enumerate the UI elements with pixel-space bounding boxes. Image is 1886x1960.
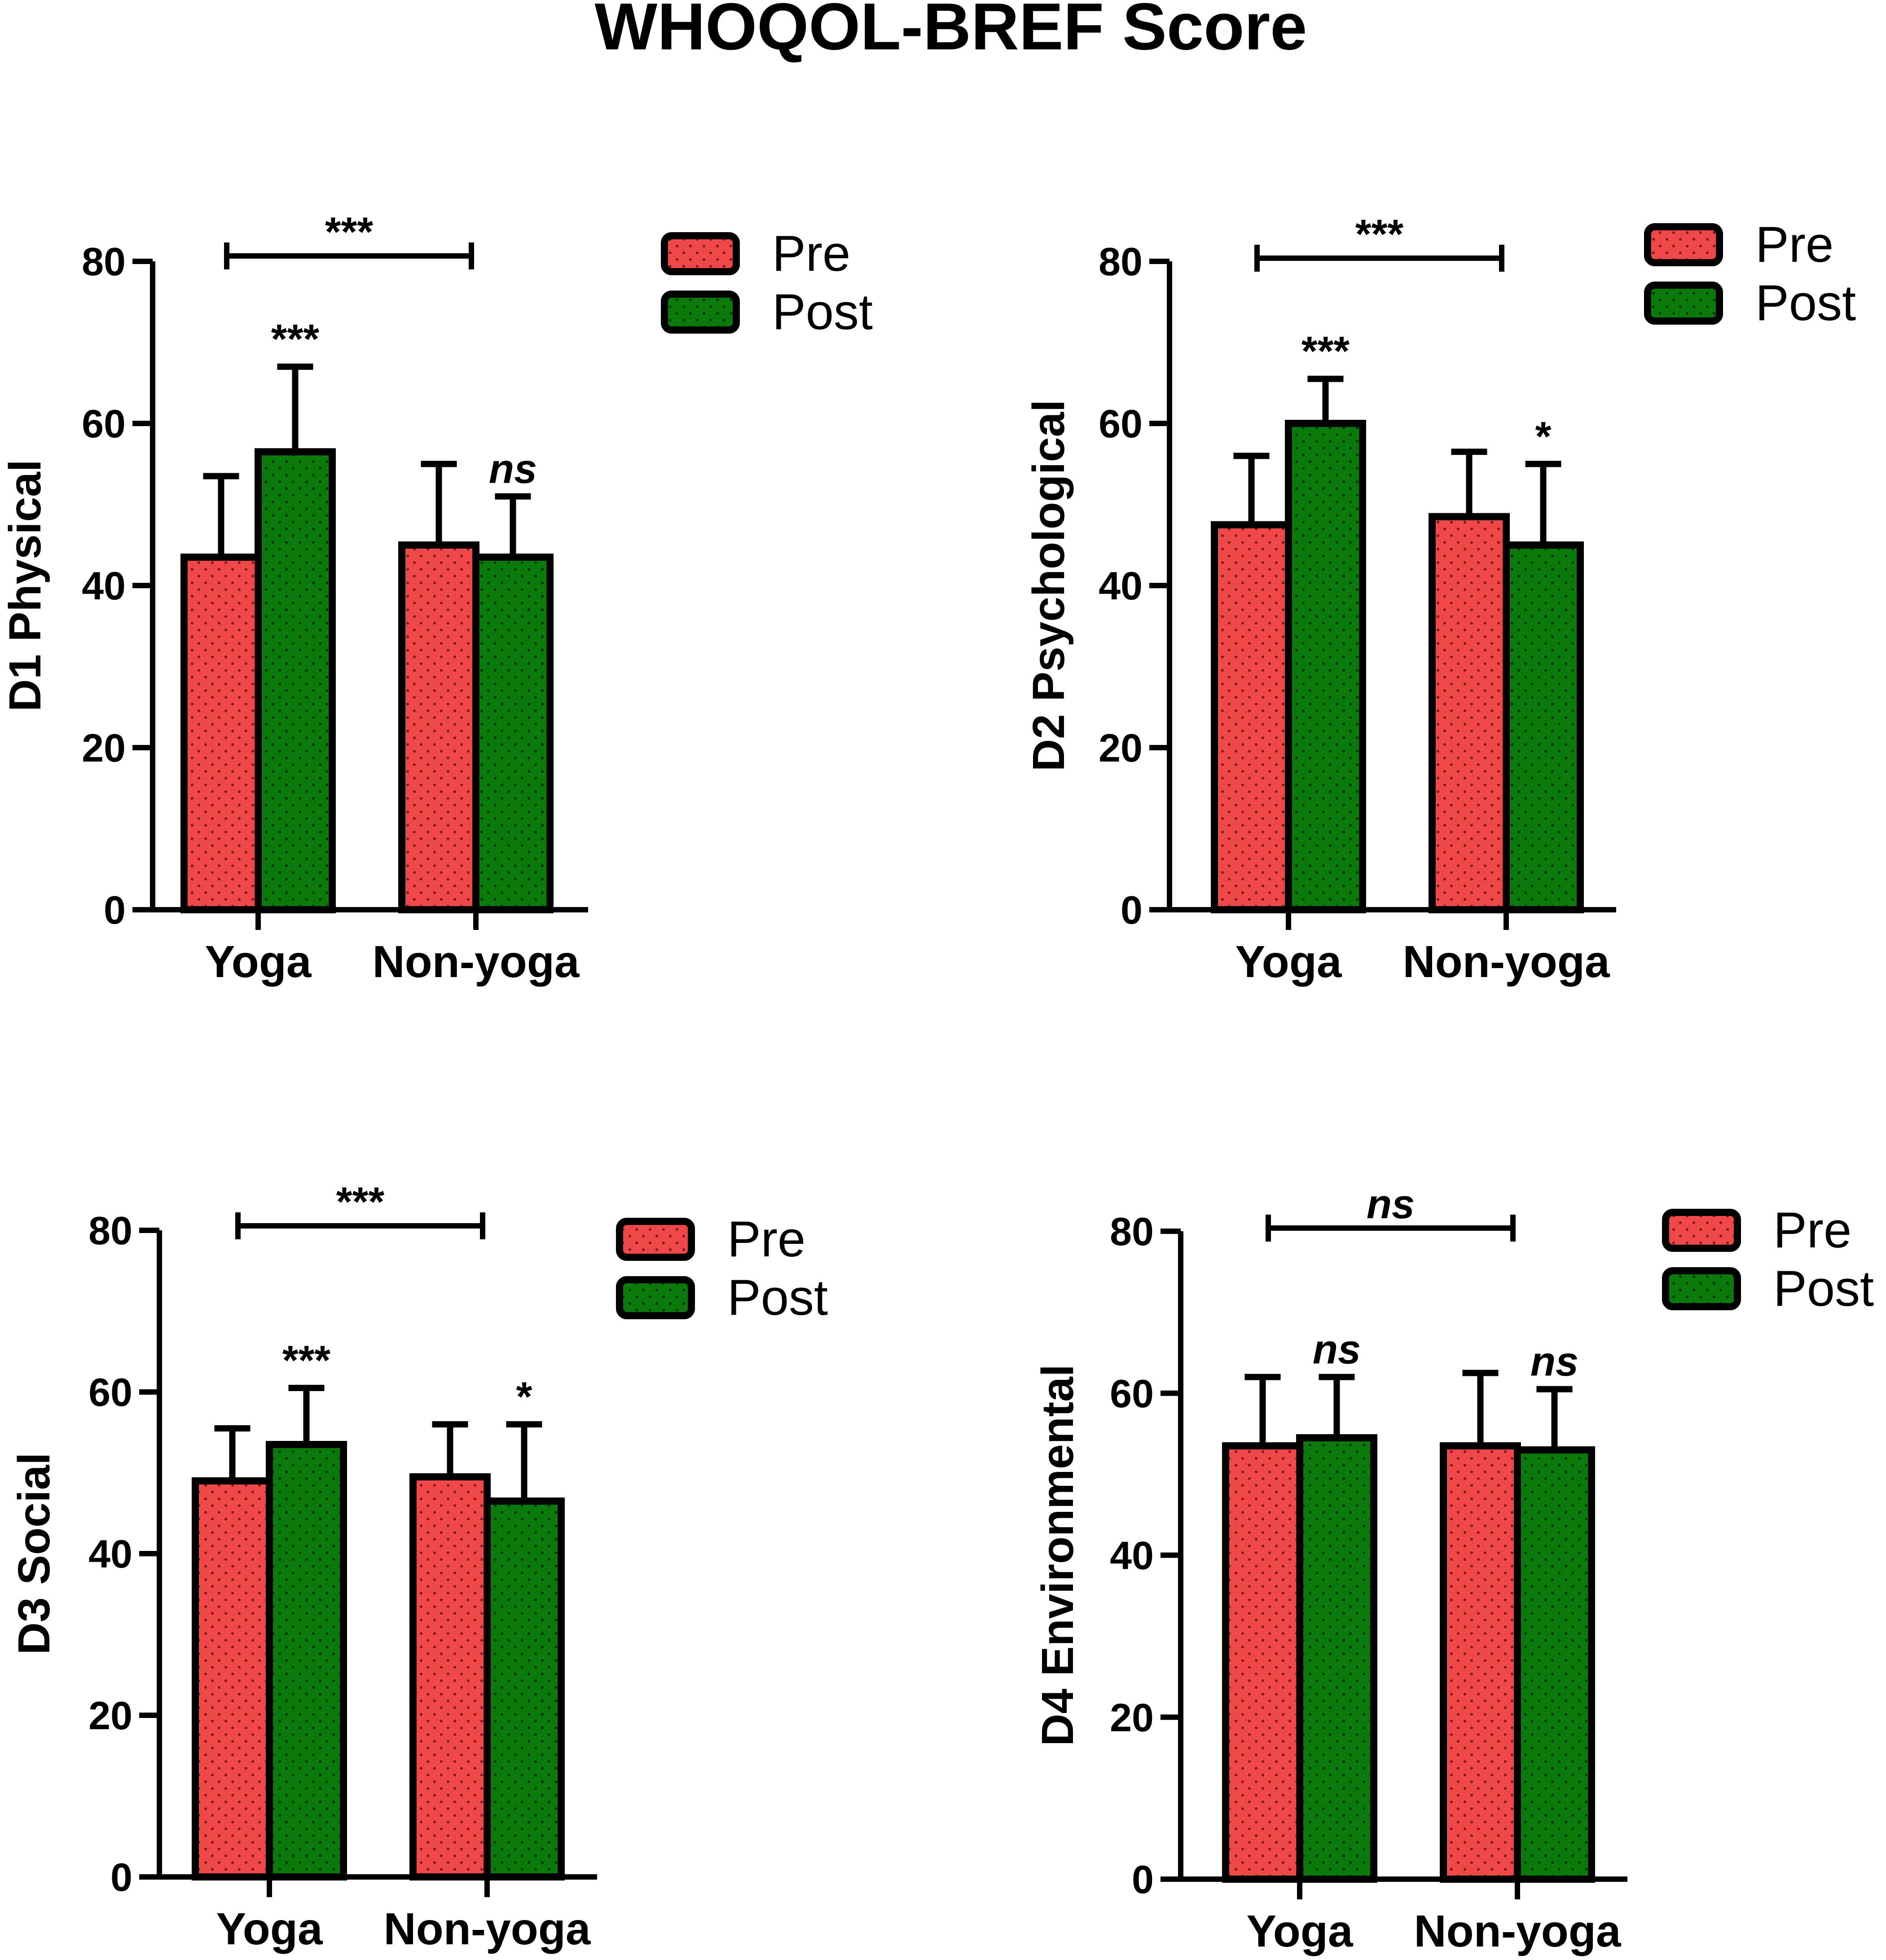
significance-label: ns <box>1530 1339 1578 1385</box>
y-axis-label: D4 Environmental <box>1033 1364 1083 1746</box>
bar-post-non-yoga <box>472 553 554 913</box>
legend-label-pre: Pre <box>1773 1202 1851 1258</box>
legend-swatch-post <box>616 1276 695 1319</box>
legend-swatch-post <box>1644 282 1723 325</box>
y-tick-label: 60 <box>82 401 126 446</box>
y-tick-label: 80 <box>82 239 126 284</box>
legend-label-pre: Pre <box>1755 216 1833 273</box>
y-axis-label: D1 Physical <box>0 459 50 711</box>
x-tick-label: Non-yoga <box>1402 937 1610 987</box>
y-tick-label: 60 <box>88 1370 132 1414</box>
significance-label: * <box>1535 414 1552 459</box>
legend-swatch-post <box>1662 1267 1741 1310</box>
legend-swatch-pre <box>1644 223 1723 266</box>
y-tick-label: 80 <box>1099 239 1143 284</box>
y-axis-label: D2 Psychological <box>1024 400 1074 771</box>
x-tick-label: Non-yoga <box>383 1904 591 1954</box>
x-tick-label: Non-yoga <box>372 937 580 987</box>
bracket-significance-label: *** <box>1355 211 1404 257</box>
legend-swatch-pre <box>616 1218 695 1261</box>
bar-post-yoga <box>255 448 336 913</box>
bar-pre-non-yoga <box>1429 513 1510 913</box>
legend-label-pre: Pre <box>772 225 850 282</box>
bar-pre-non-yoga <box>409 1473 491 1881</box>
y-tick-label: 80 <box>1110 1209 1154 1254</box>
chart-panel-4: 0 20 40 60 80 D4 Environmental Yoga ns Non-yoga n… <box>1033 1181 1874 1956</box>
bar-pre-yoga <box>1222 1442 1303 1883</box>
bar-post-yoga <box>266 1441 347 1881</box>
bar-post-yoga <box>1285 420 1366 913</box>
y-tick-label: 0 <box>104 888 126 932</box>
y-tick-label: 40 <box>1110 1533 1154 1578</box>
bar-post-yoga <box>1296 1434 1377 1883</box>
legend-swatch-post <box>661 291 740 334</box>
bracket-significance-label: ns <box>1367 1181 1415 1227</box>
bar-pre-yoga <box>180 553 262 913</box>
significance-label: ns <box>1313 1327 1361 1373</box>
bar-post-non-yoga <box>484 1498 565 1881</box>
figure-title: WHOQOL-BREF Score <box>595 0 1307 64</box>
x-tick-label: Yoga <box>216 1904 323 1954</box>
bar-pre-yoga <box>1211 521 1292 913</box>
bar-post-non-yoga <box>1514 1446 1595 1883</box>
y-axis-label: D3 Social <box>9 1453 59 1655</box>
y-tick-label: 40 <box>88 1532 132 1576</box>
x-tick-label: Yoga <box>1235 937 1342 987</box>
bar-pre-yoga <box>192 1477 273 1881</box>
significance-label: ns <box>489 446 537 492</box>
y-tick-label: 80 <box>88 1208 132 1253</box>
significance-label: *** <box>271 317 320 362</box>
x-tick-label: Yoga <box>1246 1906 1353 1956</box>
x-tick-label: Non-yoga <box>1414 1906 1621 1956</box>
chart-panel-1: 0 20 40 60 80 D1 Physical Yoga *** Non-yoga ns ***… <box>0 209 873 987</box>
legend-swatch-pre <box>661 232 740 275</box>
y-tick-label: 0 <box>1132 1857 1154 1902</box>
significance-label: *** <box>1301 329 1350 374</box>
y-tick-label: 20 <box>82 726 126 770</box>
y-tick-label: 60 <box>1110 1371 1154 1416</box>
legend-label-pre: Pre <box>727 1211 805 1267</box>
legend-label-post: Post <box>1755 275 1856 331</box>
y-tick-label: 0 <box>110 1855 132 1899</box>
y-tick-label: 20 <box>88 1693 132 1738</box>
significance-label: *** <box>282 1338 331 1383</box>
bar-pre-non-yoga <box>398 541 479 913</box>
y-tick-label: 20 <box>1110 1695 1154 1740</box>
y-tick-label: 0 <box>1121 888 1143 932</box>
bar-pre-non-yoga <box>1440 1442 1521 1883</box>
legend-swatch-pre <box>1662 1209 1741 1252</box>
y-tick-label: 20 <box>1099 726 1143 770</box>
bar-post-non-yoga <box>1503 541 1584 913</box>
bracket-significance-label: *** <box>336 1179 385 1225</box>
significance-label: * <box>516 1374 532 1420</box>
bracket-significance-label: *** <box>325 209 374 255</box>
legend-label-post: Post <box>1773 1260 1874 1317</box>
y-tick-label: 60 <box>1099 401 1143 446</box>
y-tick-label: 40 <box>82 564 126 608</box>
chart-panel-2: 0 20 40 60 80 D2 Psychological Yoga *** Non-yoga… <box>1024 211 1856 987</box>
x-tick-label: Yoga <box>205 937 312 987</box>
y-tick-label: 40 <box>1099 564 1143 608</box>
legend-label-post: Post <box>772 284 873 340</box>
legend-label-post: Post <box>727 1269 828 1326</box>
